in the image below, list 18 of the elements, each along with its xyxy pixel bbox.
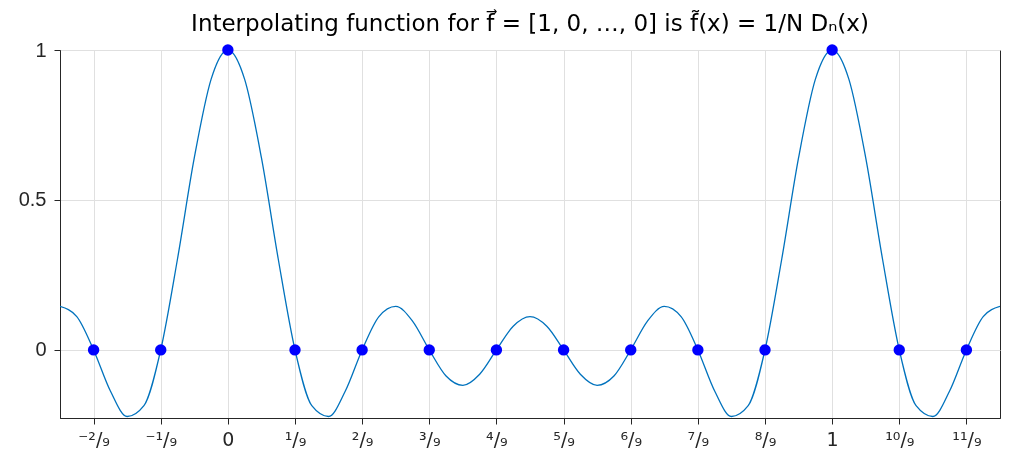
x-tick-label: ⁴/₉	[486, 427, 508, 450]
x-tick-label: ⁻²/₉	[78, 427, 110, 450]
x-tick-label: ¹/₉	[284, 427, 307, 450]
y-tick-label: 0.5	[18, 188, 47, 211]
x-tick-label: 1	[826, 427, 839, 450]
x-tick-label: ²/₉	[351, 427, 374, 450]
x-tick-label: ¹⁰/₉	[885, 427, 915, 450]
x-tick-label: ⁶/₉	[620, 427, 643, 450]
x-tick-label: ⁵/₉	[553, 427, 575, 450]
y-tick-label: 1	[35, 38, 47, 61]
x-tick-label: ⁸/₉	[754, 427, 777, 450]
x-tick-label: ¹¹/₉	[952, 427, 982, 450]
x-tick-label: 0	[222, 427, 235, 450]
chart-title: Interpolating function for f⃗ = [1, 0, …, 0] is f̃(x) = 1/N Dₙ(x)	[191, 8, 869, 36]
x-tick-label: ⁷/₉	[687, 427, 710, 450]
x-tick-label: ⁻¹/₉	[145, 427, 178, 450]
x-tick-label: ³/₉	[418, 427, 441, 450]
y-tick-label: 0	[35, 338, 47, 361]
